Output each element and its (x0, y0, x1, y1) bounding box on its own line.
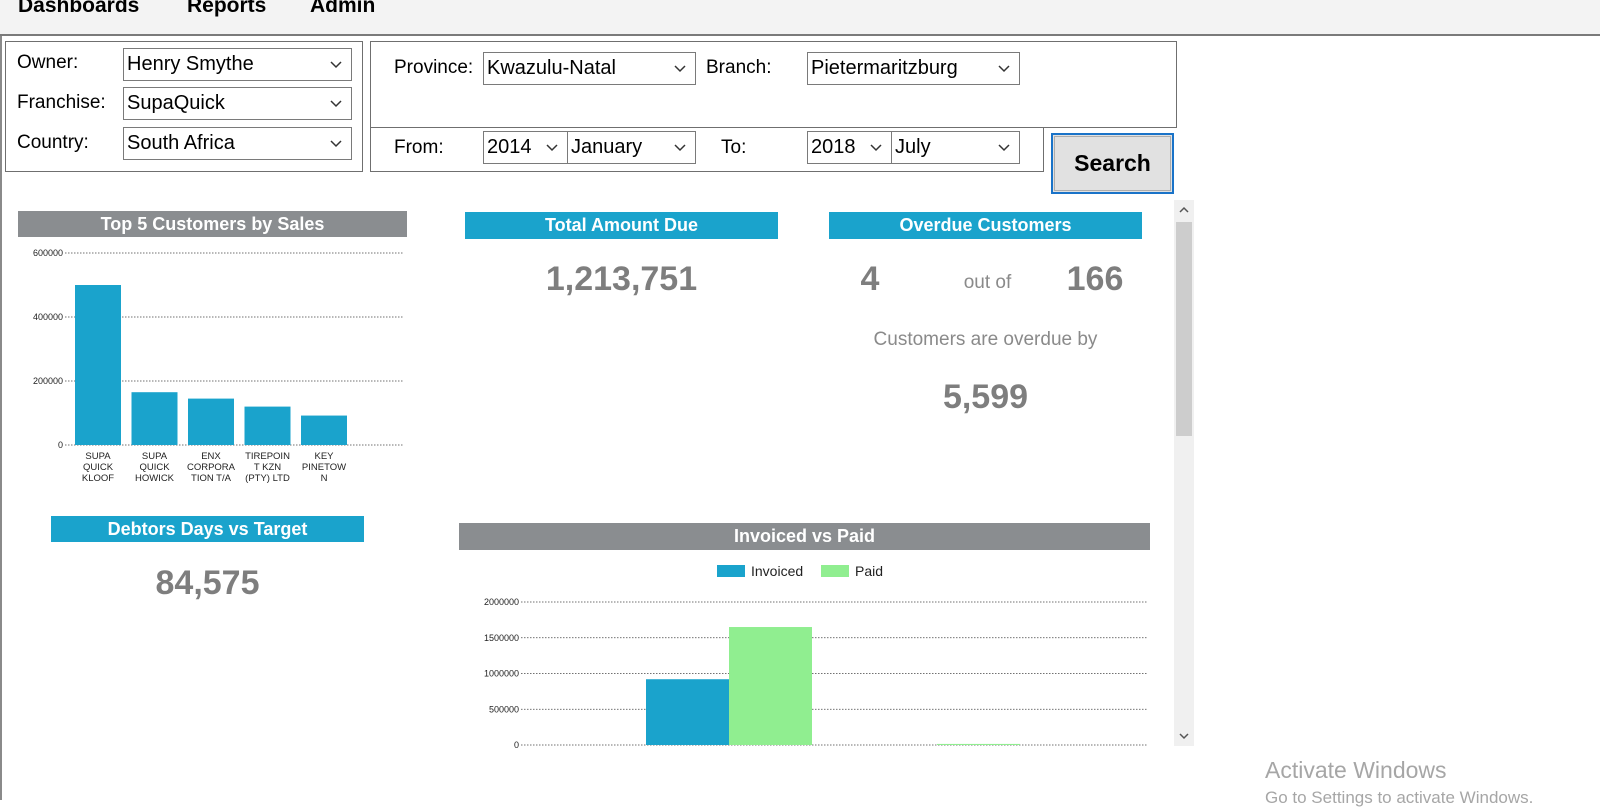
country-value: South Africa (127, 132, 235, 154)
y-tick-label: 400000 (33, 312, 63, 322)
overdue-out-of: out of (963, 272, 1012, 293)
activate-windows-subtitle: Go to Settings to activate Windows. (1265, 788, 1534, 807)
total-due-value: 1,213,751 (545, 260, 698, 298)
bar (729, 627, 812, 745)
chevron-down-icon (673, 132, 687, 163)
x-tick-label: T KZN (254, 462, 281, 473)
x-tick-label: KLOOF (82, 473, 114, 484)
x-tick-label: TIREPOIN (245, 451, 290, 462)
x-tick-label: CORPORA (187, 462, 236, 473)
y-tick-label: 200000 (33, 376, 63, 386)
chevron-down-icon (997, 53, 1011, 84)
debtors-value: 84,575 (155, 564, 260, 602)
chevron-down-icon (329, 88, 343, 119)
y-tick-label: 2000000 (484, 597, 519, 607)
location-filter-group: Province: Kwazulu-Natal Branch: Pieterma… (370, 41, 1177, 128)
menu-reports[interactable]: Reports (187, 0, 267, 17)
x-tick-label: ENX (201, 451, 221, 462)
x-tick-label: SUPA (85, 451, 111, 462)
menu-dashboards[interactable]: Dashboards (18, 0, 140, 17)
province-select[interactable]: Kwazulu-Natal (483, 52, 696, 85)
x-tick-label: KEY (314, 451, 334, 462)
branch-value: Pietermaritzburg (811, 57, 958, 79)
overdue-caption: Customers are overdue by (873, 329, 1098, 350)
chevron-down-icon (329, 49, 343, 80)
menu-admin[interactable]: Admin (310, 0, 376, 17)
chevron-down-icon (545, 132, 559, 163)
y-tick-label: 1500000 (484, 633, 519, 643)
y-tick-label: 0 (58, 440, 63, 450)
y-tick-label: 0 (514, 740, 519, 750)
search-button[interactable]: Search (1051, 133, 1174, 194)
y-tick-label: 1000000 (484, 669, 519, 679)
from-month-select[interactable]: January (567, 131, 696, 164)
x-tick-label: HOWICK (135, 473, 175, 484)
province-value: Kwazulu-Natal (487, 57, 616, 79)
to-year-value: 2018 (811, 136, 856, 158)
branch-label: Branch: (706, 57, 772, 78)
legend-label: Invoiced (751, 563, 803, 579)
bar (75, 285, 121, 445)
x-tick-label: TION T/A (191, 473, 232, 484)
country-select[interactable]: South Africa (123, 127, 352, 160)
bar (301, 415, 347, 445)
vertical-scrollbar[interactable] (1174, 200, 1194, 746)
overdue-count: 4 (860, 260, 880, 298)
bar (188, 398, 234, 445)
scroll-up-icon[interactable] (1179, 206, 1189, 214)
chevron-down-icon (329, 128, 343, 159)
franchise-label: Franchise: (17, 92, 106, 113)
total-due-title: Total Amount Due (465, 212, 778, 239)
x-tick-label: N (321, 473, 328, 484)
overdue-total: 166 (1066, 260, 1124, 298)
owner-value: Henry Smythe (127, 53, 254, 75)
invoiced-chart: Invoiced Paid 0 500000 1000000 1500000 2000000 (484, 563, 1147, 750)
overdue-value: 5,599 (942, 378, 1029, 416)
overdue-title: Overdue Customers (829, 212, 1142, 239)
chevron-down-icon (673, 53, 687, 84)
from-year-value: 2014 (487, 136, 532, 158)
bar (131, 392, 178, 445)
from-month-value: January (571, 136, 643, 158)
bar (646, 679, 729, 745)
province-label: Province: (394, 57, 474, 78)
to-month-select[interactable]: July (891, 131, 1020, 164)
branch-select[interactable]: Pietermaritzburg (807, 52, 1020, 85)
legend-swatch (717, 565, 745, 577)
x-tick-label: SUPA (142, 451, 168, 462)
debtors-title: Debtors Days vs Target (51, 516, 364, 542)
franchise-select[interactable]: SupaQuick (123, 87, 352, 120)
top5-title: Top 5 Customers by Sales (18, 211, 407, 237)
x-tick-label: PINETOW (302, 462, 346, 473)
x-tick-label: QUICK (139, 462, 170, 473)
legend-label: Paid (855, 563, 883, 579)
country-label: Country: (17, 132, 89, 153)
to-year-select[interactable]: 2018 (807, 131, 892, 164)
window-left-border (0, 36, 2, 800)
y-tick-label: 500000 (489, 704, 519, 714)
to-month-value: July (895, 136, 931, 158)
franchise-value: SupaQuick (127, 92, 225, 114)
owner-select[interactable]: Henry Smythe (123, 48, 352, 81)
activate-windows-title: Activate Windows (1265, 757, 1447, 783)
legend-swatch (821, 565, 849, 577)
chevron-down-icon (869, 132, 883, 163)
x-tick-label: QUICK (83, 462, 114, 473)
from-label: From: (394, 137, 444, 158)
bar (244, 406, 291, 445)
owner-filter-group: Owner: Henry Smythe Franchise: SupaQuick… (5, 41, 363, 172)
from-year-select[interactable]: 2014 (483, 131, 568, 164)
top5-chart: 0200000400000600000SUPAQUICKKLOOFSUPAQUI… (33, 248, 404, 484)
date-filter-group: From: 2014 January To: 2018 July (370, 127, 1044, 172)
menu-bar: Dashboards Reports Admin (0, 0, 1600, 36)
scroll-down-icon[interactable] (1179, 732, 1189, 740)
x-tick-label: (PTY) LTD (245, 473, 290, 484)
bar (937, 743, 1020, 745)
scrollbar-thumb[interactable] (1176, 222, 1192, 436)
y-tick-label: 600000 (33, 248, 63, 258)
owner-label: Owner: (17, 52, 79, 73)
invoiced-title: Invoiced vs Paid (459, 523, 1150, 550)
chevron-down-icon (997, 132, 1011, 163)
to-label: To: (721, 137, 747, 158)
